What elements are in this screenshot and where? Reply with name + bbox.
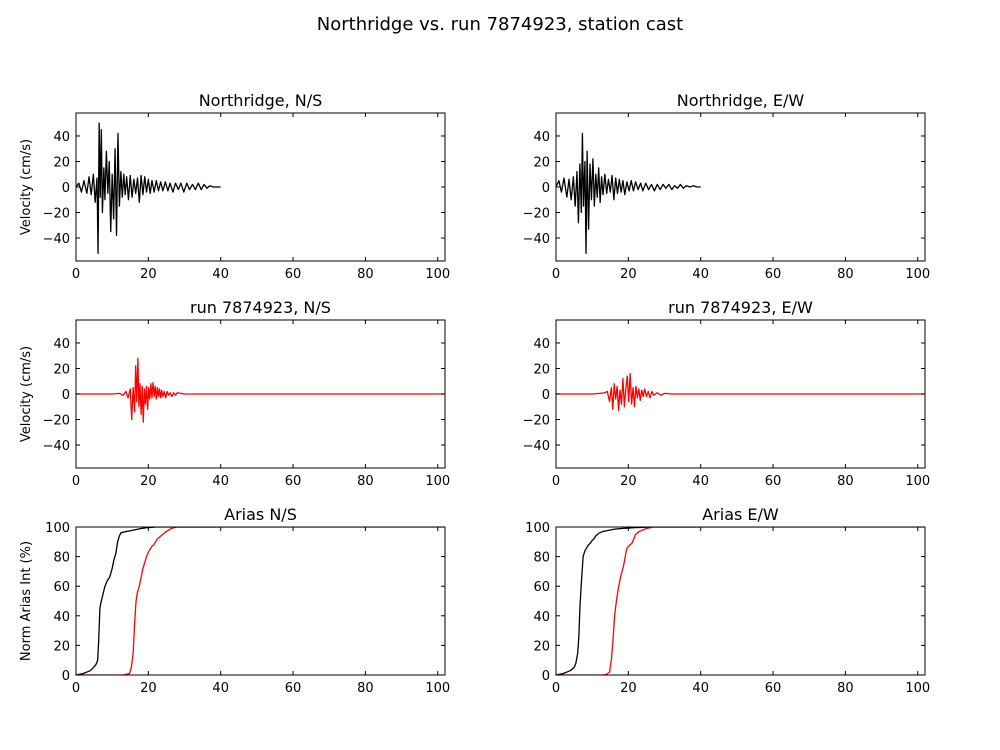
y-tick-label: −20 [43,414,70,429]
series-line-2 [556,527,925,675]
y-tick-label: 40 [53,130,70,145]
chart-northridge-ns: 0 20 40 60 80 100 −40 −20 0 20 40 Northridge, N/S Ve… [19,91,450,282]
x-tick-label: 20 [620,474,637,489]
y-tick-label: 40 [533,610,550,625]
x-tick-label: 80 [837,267,854,282]
y-tick-label: 0 [542,388,550,403]
y-tick-label: −40 [523,232,550,247]
y-tick-label: 40 [53,337,70,352]
panel-title: Arias N/S [224,505,297,524]
y-tick-label: 60 [533,580,550,595]
x-tick-label: 100 [425,681,450,696]
series-line-1 [556,372,925,412]
y-tick-label: 0 [542,181,550,196]
panel-title: run 7874923, E/W [668,298,813,317]
x-tick-label: 0 [72,474,80,489]
panel-title: Northridge, N/S [199,91,323,110]
x-tick-label: 60 [765,267,782,282]
y-tick-label: 40 [533,337,550,352]
x-tick-label: 40 [212,681,229,696]
axes-frame [555,526,926,676]
x-tick-label: 40 [212,267,229,282]
x-tick-label: 20 [140,681,157,696]
y-tick-label: 0 [62,669,70,684]
x-tick-label: 40 [692,681,709,696]
y-tick-label: −20 [523,414,550,429]
x-tick-label: 60 [285,474,302,489]
y-tick-label: 80 [533,551,550,566]
x-tick-label: 80 [837,474,854,489]
y-tick-label: −40 [523,439,550,454]
x-tick-label: 60 [765,474,782,489]
x-tick-label: 0 [72,681,80,696]
x-tick-label: 100 [425,474,450,489]
panel-title: Northridge, E/W [677,91,805,110]
y-tick-label: 40 [53,610,70,625]
x-tick-label: 100 [905,267,930,282]
y-tick-label: 80 [53,551,70,566]
x-tick-label: 100 [905,474,930,489]
x-tick-label: 0 [552,474,560,489]
x-tick-label: 60 [285,267,302,282]
y-axis-label: Norm Arias Int (%) [19,541,34,661]
x-tick-label: 40 [692,267,709,282]
x-tick-label: 20 [140,267,157,282]
y-tick-label: 20 [53,362,70,377]
x-tick-label: 20 [620,267,637,282]
series-line-1 [556,132,701,254]
x-tick-label: 0 [552,267,560,282]
x-tick-label: 40 [212,474,229,489]
chart-run-ns: 0 20 40 60 80 100 −40 −20 0 20 40 run 7874923, N/S V… [19,298,450,489]
x-tick-label: 100 [425,267,450,282]
chart-run-ew: 0 20 40 60 80 100 −40 −20 0 20 40 run 7874923, E/W [523,298,931,489]
panel-title: run 7874923, N/S [190,298,331,317]
series-line-1 [556,527,701,675]
y-tick-label: 20 [533,155,550,170]
chart-arias-ns: 0 20 40 60 80 100 0 20 40 60 80 100 Arias N/S Norm Ar… [19,505,450,696]
chart-arias-ew: 0 20 40 60 80 100 0 20 40 60 80 100 Arias E/W [525,505,930,696]
x-tick-label: 80 [357,474,374,489]
y-tick-label: 100 [525,521,550,536]
x-tick-label: 80 [357,267,374,282]
chart-northridge-ew: 0 20 40 60 80 100 −40 −20 0 20 40 Northridge, E/W [523,91,931,282]
x-tick-label: 20 [620,681,637,696]
x-tick-label: 60 [765,681,782,696]
x-tick-label: 40 [692,474,709,489]
x-tick-label: 60 [285,681,302,696]
series-line-2 [76,527,445,675]
y-tick-label: 0 [542,669,550,684]
series-line-1 [76,357,445,423]
y-tick-label: −20 [523,207,550,222]
y-tick-label: −40 [43,232,70,247]
y-tick-label: 20 [53,155,70,170]
y-tick-label: 20 [53,639,70,654]
y-axis-label: Velocity (cm/s) [19,346,34,442]
x-tick-label: 80 [357,681,374,696]
y-tick-label: 0 [62,388,70,403]
y-tick-label: 100 [45,521,70,536]
y-tick-label: −20 [43,207,70,222]
y-tick-label: 40 [533,130,550,145]
panel-title: Arias E/W [702,505,779,524]
axes-frame [75,526,446,676]
x-tick-label: 20 [140,474,157,489]
y-axis-label: Velocity (cm/s) [19,139,34,235]
x-tick-label: 100 [905,681,930,696]
x-tick-label: 80 [837,681,854,696]
y-tick-label: 20 [533,639,550,654]
x-tick-label: 0 [552,681,560,696]
figure-title: Northridge vs. run 7874923, station cast [317,14,683,35]
y-tick-label: −40 [43,439,70,454]
series-line-1 [76,122,221,254]
y-tick-label: 0 [62,181,70,196]
y-tick-label: 20 [533,362,550,377]
chart-panels: 0 20 40 60 80 100 −40 −20 0 20 40 Northridge, N/S Ve… [19,91,930,696]
y-tick-label: 60 [53,580,70,595]
x-tick-label: 0 [72,267,80,282]
